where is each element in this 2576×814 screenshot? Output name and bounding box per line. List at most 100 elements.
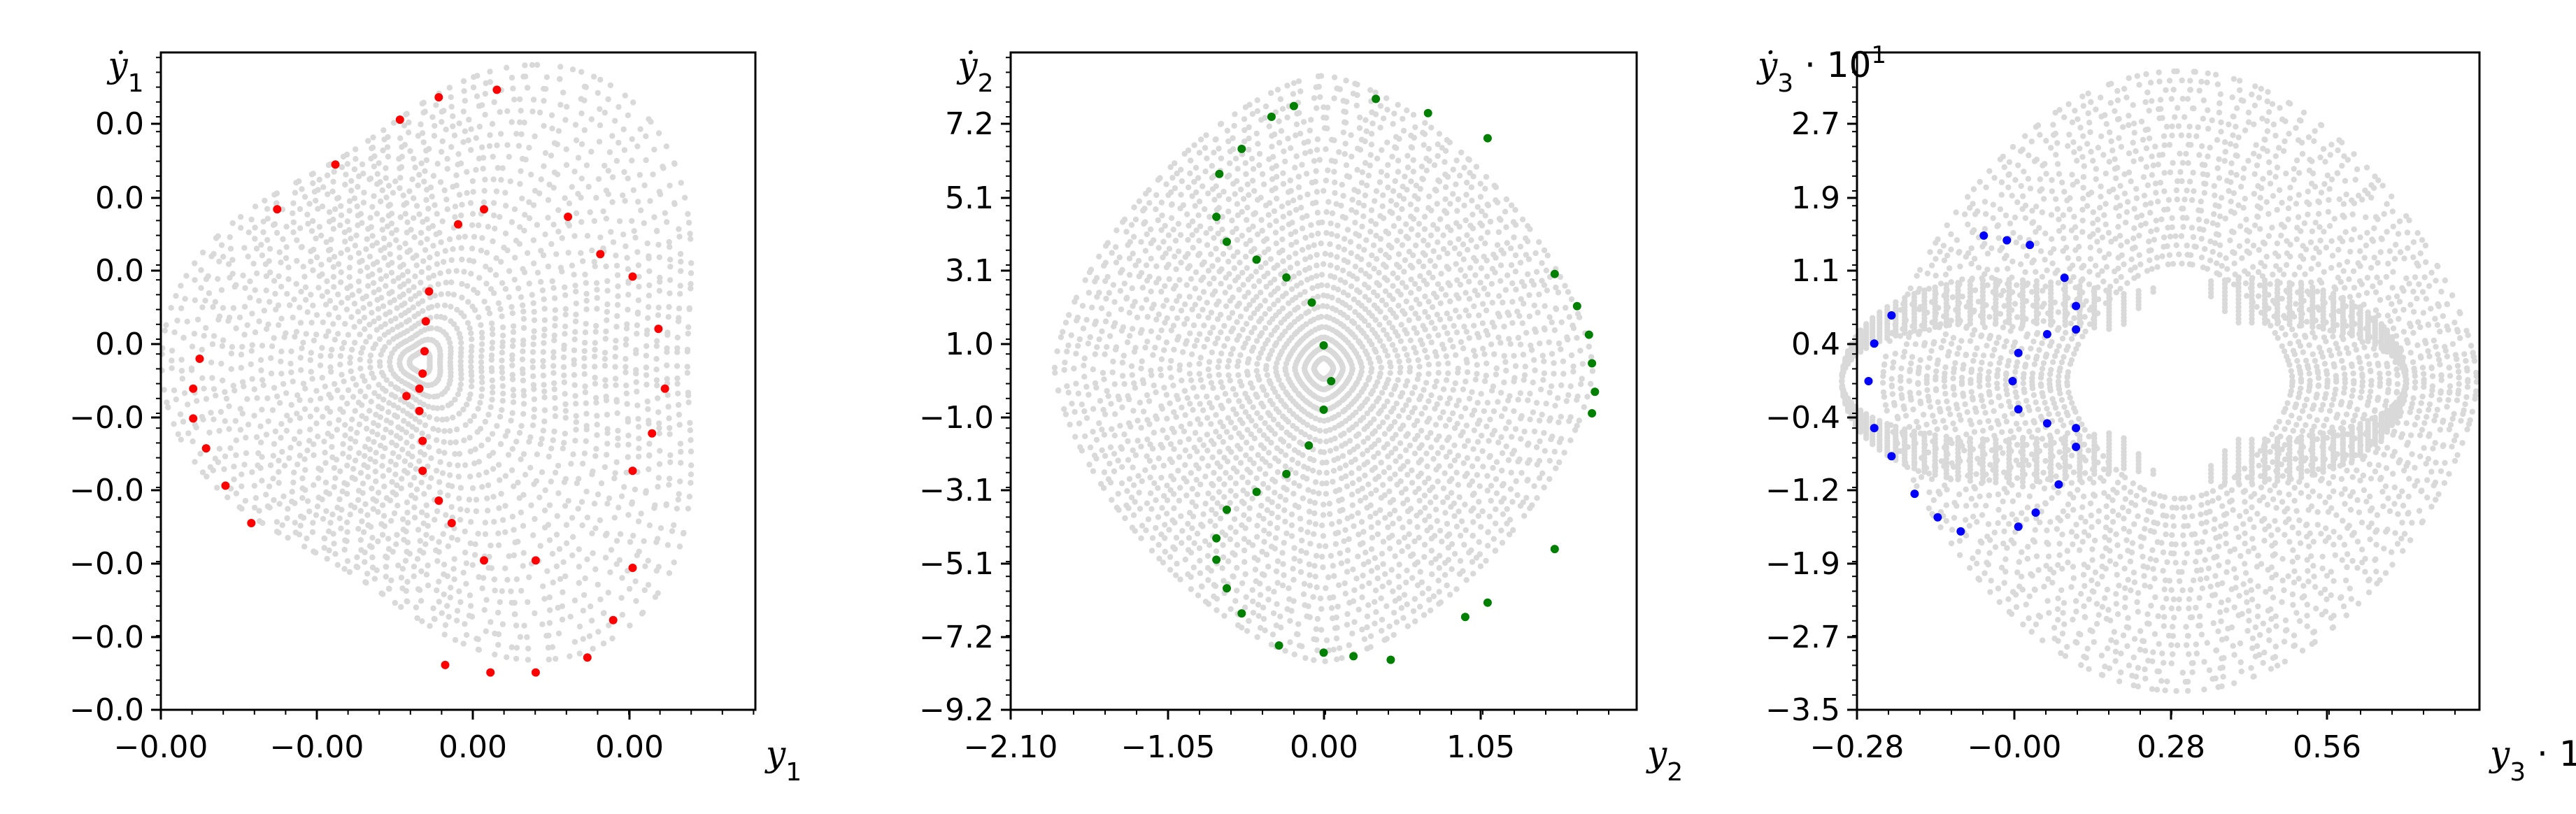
cloud-point xyxy=(1215,230,1221,237)
cloud-point xyxy=(245,253,251,259)
cloud-point xyxy=(464,283,471,290)
cloud-point xyxy=(278,434,284,441)
cloud-point xyxy=(424,216,430,222)
cloud-point xyxy=(615,103,622,110)
cloud-point xyxy=(1267,462,1273,469)
cloud-point xyxy=(1256,376,1262,383)
cloud-point xyxy=(686,305,692,311)
cloud-point xyxy=(513,622,520,629)
cloud-point xyxy=(1450,387,1456,393)
cloud-point xyxy=(604,317,610,324)
cloud-point xyxy=(1358,369,1365,375)
cloud-point xyxy=(315,434,321,440)
cloud-point xyxy=(509,343,516,350)
cloud-point xyxy=(471,74,477,80)
cloud-point xyxy=(1329,294,1335,301)
cloud-point xyxy=(583,422,590,429)
cloud-point xyxy=(1427,257,1434,264)
cloud-point xyxy=(549,550,556,557)
cloud-point xyxy=(1341,246,1348,252)
cloud-point xyxy=(394,502,401,509)
cloud-point xyxy=(1172,238,1179,244)
cloud-point xyxy=(1218,329,1224,336)
cloud-point xyxy=(409,443,415,450)
cloud-point xyxy=(1376,179,1383,185)
cloud-point xyxy=(657,278,663,285)
x-tick-label: −0.00 xyxy=(114,729,208,765)
cloud-point xyxy=(603,263,609,270)
cloud-point xyxy=(1186,362,1193,368)
cloud-point xyxy=(521,227,527,234)
cloud-point xyxy=(283,390,290,397)
cloud-point xyxy=(347,255,354,261)
cloud-point xyxy=(1291,545,1297,551)
cloud-point xyxy=(299,186,305,192)
cloud-point xyxy=(369,145,375,152)
cloud-point xyxy=(595,176,602,183)
cloud-point xyxy=(550,185,557,191)
cloud-point xyxy=(1503,367,1509,374)
cloud-point xyxy=(460,139,467,145)
cloud-point xyxy=(423,502,429,508)
cloud-point xyxy=(407,148,413,155)
cloud-point xyxy=(1239,404,1246,410)
cloud-point xyxy=(420,219,426,225)
cloud-point xyxy=(629,217,635,224)
cloud-point xyxy=(1466,296,1473,302)
cloud-point xyxy=(541,332,548,339)
cloud-point xyxy=(1499,467,1505,474)
cloud-point xyxy=(1183,341,1189,347)
cloud-point xyxy=(199,346,205,353)
cloud-point xyxy=(634,249,641,255)
cloud-point xyxy=(347,355,353,361)
cloud-point xyxy=(474,93,481,99)
cloud-point xyxy=(614,272,621,278)
cloud-point xyxy=(467,603,474,609)
cloud-point xyxy=(1273,218,1279,224)
cloud-point xyxy=(618,594,625,601)
cloud-point xyxy=(634,388,640,395)
cloud-point xyxy=(1297,194,1304,201)
cloud-point xyxy=(483,280,490,287)
cloud-point xyxy=(432,292,438,299)
cloud-point xyxy=(266,299,273,305)
cloud-point xyxy=(1307,318,1314,324)
cloud-point xyxy=(278,358,284,365)
cloud-point xyxy=(687,427,693,434)
cloud-point xyxy=(454,306,460,313)
cloud-point xyxy=(1299,441,1306,448)
cloud-point xyxy=(1215,257,1221,263)
cloud-point xyxy=(418,121,424,127)
cloud-point xyxy=(471,460,478,466)
cloud-point xyxy=(1349,318,1355,324)
cloud-point xyxy=(515,143,522,149)
cloud-point xyxy=(1200,523,1206,529)
cloud-point xyxy=(1282,158,1288,165)
cloud-point xyxy=(340,441,346,448)
cloud-point xyxy=(220,253,227,260)
cloud-point xyxy=(1509,280,1516,287)
cloud-point xyxy=(1369,327,1376,333)
cloud-point xyxy=(1262,341,1269,347)
cloud-point xyxy=(1170,476,1177,483)
cloud-point xyxy=(593,194,599,201)
cloud-point xyxy=(485,482,492,489)
cloud-point xyxy=(515,285,522,292)
cloud-point xyxy=(407,462,413,469)
cloud-point xyxy=(499,407,505,413)
cloud-point xyxy=(552,405,558,411)
cloud-point xyxy=(681,529,687,536)
cloud-point xyxy=(416,211,422,217)
cloud-point xyxy=(178,357,185,363)
cloud-point xyxy=(538,176,544,183)
cloud-point xyxy=(602,162,608,169)
cloud-point xyxy=(438,239,444,245)
cloud-point xyxy=(1335,286,1342,293)
cloud-point xyxy=(1224,336,1231,342)
cloud-point xyxy=(550,349,557,355)
cloud-point xyxy=(1183,282,1190,288)
cloud-point xyxy=(1237,459,1244,466)
cloud-point xyxy=(1384,441,1390,448)
cloud-point xyxy=(1104,387,1110,394)
cloud-point xyxy=(1202,206,1208,213)
